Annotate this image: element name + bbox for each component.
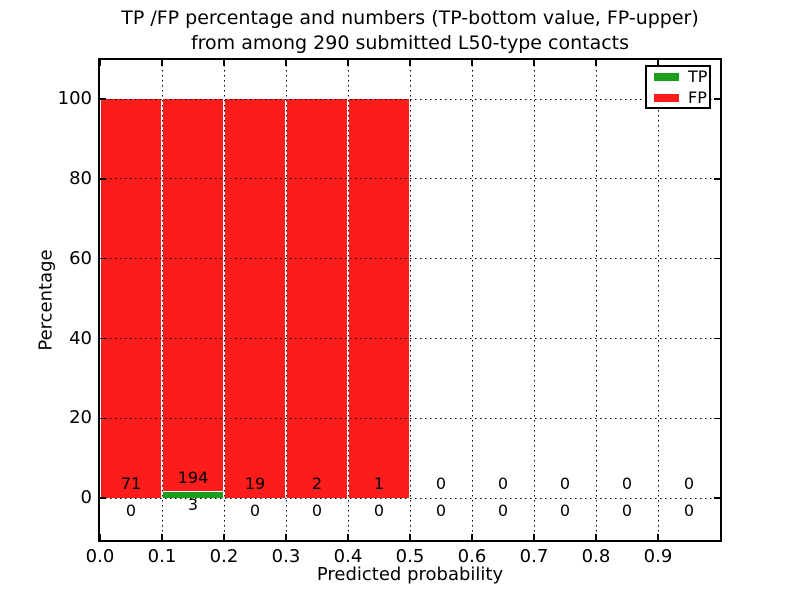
x-gridline: [657, 60, 659, 540]
x-tick-label: 0.1: [147, 546, 177, 567]
y-axis-label: Percentage: [35, 249, 57, 351]
legend-label-fp: FP: [688, 87, 707, 107]
x-tick-bottom: [223, 534, 225, 540]
x-gridline: [471, 60, 473, 540]
x-tick-top: [471, 60, 473, 66]
x-tick-bottom: [595, 534, 597, 540]
legend-item-fp: FP: [654, 87, 709, 107]
x-tick-bottom: [471, 534, 473, 540]
x-tick-bottom: [161, 534, 163, 540]
y-tick-left: [100, 257, 106, 260]
y-tick-left: [100, 178, 106, 180]
y-tick-left: [100, 417, 106, 420]
x-gridline: [533, 60, 535, 540]
x-gridline: [409, 60, 411, 540]
tp-count-label: 3: [187, 495, 199, 515]
fp-count-label: 2: [311, 474, 323, 494]
tp-count-label: 0: [125, 501, 137, 521]
x-tick-label: 0.8: [581, 546, 611, 567]
x-gridline: [285, 60, 287, 540]
x-tick-top: [161, 60, 163, 66]
plot-area: 0.0 0.1 0.2 0.3 0.4 0.5 0.6 0.7 0.8 0.9 0 20 40 60 80 1…: [58, 58, 722, 567]
fp-count-label: 0: [621, 474, 633, 494]
x-tick-top: [409, 60, 411, 66]
tp-count-label: 0: [435, 501, 447, 521]
x-tick-bottom: [533, 534, 535, 540]
x-tick-label: 0.3: [271, 546, 301, 567]
x-gridline: [223, 60, 225, 540]
y-tick-right: [714, 497, 720, 499]
x-tick-top: [99, 60, 101, 66]
chart-title-line-2: from among 290 submitted L50-type contac…: [190, 32, 630, 54]
tp-count-label: 0: [311, 501, 323, 521]
fp-count-label: 1: [373, 474, 385, 494]
x-tick-top: [347, 60, 349, 66]
tp-bar: [163, 492, 223, 499]
legend-box: TP FP: [645, 65, 711, 109]
x-tick-bottom: [409, 534, 411, 540]
tp-count-label: 0: [683, 501, 695, 521]
y-tick-right: [714, 417, 720, 420]
x-tick-label: 0.4: [333, 546, 363, 567]
tp-count-label: 0: [497, 501, 509, 521]
x-tick-label: 0.5: [395, 546, 425, 567]
fp-count-label: 194: [177, 468, 209, 488]
chart-title-line-1: TP /FP percentage and numbers (TP-bottom…: [121, 7, 699, 29]
fp-count-label: 0: [435, 474, 447, 494]
y-tick-label: 0: [80, 487, 92, 509]
fp-bar: [101, 99, 161, 499]
x-tick-top: [595, 60, 597, 66]
x-tick-bottom: [657, 534, 659, 540]
x-tick-label: 0.9: [643, 546, 673, 567]
legend-item-tp: TP: [654, 66, 709, 86]
x-tick-top: [223, 60, 225, 66]
x-gridline: [347, 60, 349, 540]
x-tick-top: [657, 60, 659, 66]
fp-bar: [349, 99, 409, 499]
tp-count-label: 0: [249, 501, 261, 521]
fp-color-swatch: [654, 93, 679, 102]
y-tick-label: 80: [69, 167, 92, 189]
x-tick-bottom: [99, 534, 101, 540]
chart-title: TP /FP percentage and numbers (TP-bottom…: [100, 6, 720, 56]
tp-count-label: 0: [559, 501, 571, 521]
y-tick-left: [100, 497, 106, 499]
x-tick-label: 0.7: [519, 546, 549, 567]
fp-count-label: 0: [497, 474, 509, 494]
fp-bar: [225, 99, 285, 499]
tp-count-label: 0: [373, 501, 385, 521]
y-tick-right: [714, 178, 720, 180]
tp-count-label: 0: [621, 501, 633, 521]
x-tick-label: 0.6: [457, 546, 487, 567]
x-tick-top: [533, 60, 535, 66]
x-tick-label: 0.0: [85, 546, 115, 567]
fp-count-label: 71: [120, 474, 142, 494]
fp-bar: [163, 99, 223, 492]
tp-color-swatch: [654, 72, 679, 81]
x-tick-top: [285, 60, 287, 66]
fp-bar: [287, 99, 347, 499]
y-tick-right: [714, 98, 720, 100]
y-tick-left: [100, 337, 106, 340]
x-tick-label: 0.2: [209, 546, 239, 567]
fp-count-label: 0: [559, 474, 571, 494]
fp-count-label: 19: [244, 474, 266, 494]
x-gridline: [161, 60, 163, 540]
y-tick-left: [100, 98, 106, 100]
y-tick-label: 60: [69, 247, 92, 269]
x-tick-bottom: [347, 534, 349, 540]
y-tick-label: 100: [57, 88, 92, 110]
y-tick-right: [714, 337, 720, 340]
y-tick-label: 40: [69, 327, 92, 349]
fp-count-label: 0: [683, 474, 695, 494]
x-gridline: [595, 60, 597, 540]
legend-label-tp: TP: [688, 66, 708, 86]
y-tick-label: 20: [69, 407, 92, 429]
x-axis-label: Predicted probability: [316, 564, 504, 585]
x-tick-bottom: [285, 534, 287, 540]
y-tick-right: [714, 257, 720, 260]
